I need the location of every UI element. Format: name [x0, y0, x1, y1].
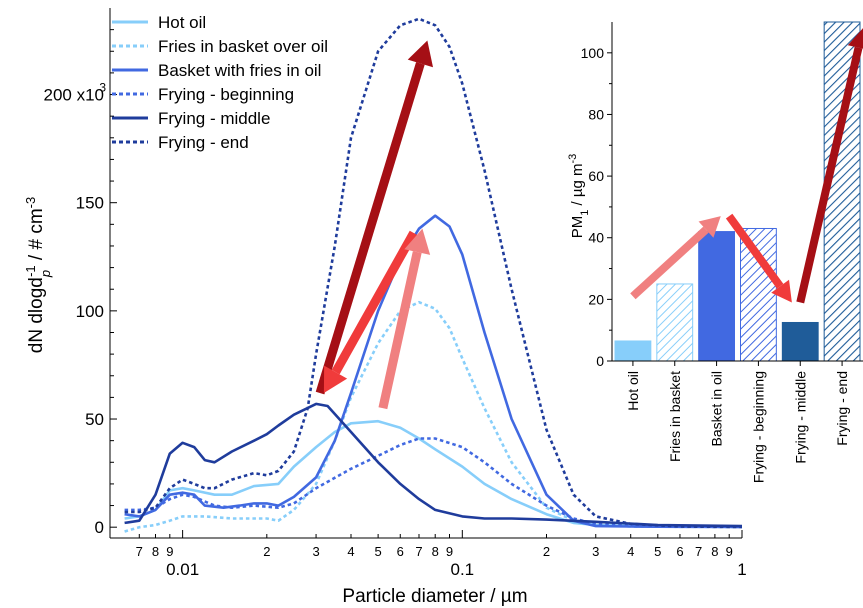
inset-x-tick-label: Fries in basket — [667, 371, 683, 462]
inset-y-axis-label: PM1 / µg m-3 — [567, 154, 591, 239]
series-line-6 — [124, 17, 743, 529]
main-x-minor-tick-label: 6 — [676, 544, 683, 559]
main-y-tick-label: 0 — [95, 518, 104, 537]
main-x-minor-tick-label: 5 — [374, 544, 381, 559]
main-arrow-3-shaft — [378, 251, 422, 410]
legend: Hot oil Fries in basket over oil Basket wi… — [112, 13, 328, 152]
series-line-5 — [124, 402, 743, 528]
inset-x-tick-label: Frying - end — [834, 371, 850, 446]
inset-arrow-2-head — [771, 279, 792, 303]
main-arrow-3 — [378, 228, 431, 410]
inset-bar — [614, 340, 652, 362]
main-arrow-1-shaft — [315, 62, 425, 395]
main-arrow-1 — [315, 40, 434, 395]
main-x-minor-tick-label: 3 — [312, 544, 319, 559]
inset-y-tick-label: 60 — [588, 168, 604, 184]
inset-arrow-3-shaft — [796, 46, 863, 304]
main-x-minor-tick-label: 8 — [152, 544, 159, 559]
main-x-minor-tick-label: 9 — [726, 544, 733, 559]
main-y-tick-label: 50 — [85, 410, 104, 429]
inset-y-tick-label: 0 — [596, 353, 604, 369]
inset-bar — [698, 231, 736, 362]
inset-arrow-3 — [796, 28, 863, 304]
main-x-minor-tick-label: 5 — [654, 544, 661, 559]
main-x-minor-tick-label: 3 — [592, 544, 599, 559]
inset-x-tick-label: Frying - beginning — [750, 371, 766, 483]
series-line-1 — [124, 419, 743, 529]
main-arrow-2-head — [323, 365, 348, 394]
main-x-minor-tick-label: 2 — [263, 544, 270, 559]
main-x-minor-tick-label: 8 — [432, 544, 439, 559]
legend-entry: Frying - beginning — [158, 85, 294, 104]
inset-bar — [781, 321, 819, 362]
legend-entry: Basket with fries in oil — [158, 61, 321, 80]
inset-y-tick-label: 80 — [588, 106, 604, 122]
inset-y-tick-label: 100 — [581, 45, 605, 61]
main-y-tick-exponent: 3 — [99, 81, 106, 95]
inset-arrow-1-shaft — [630, 226, 709, 300]
series-line-4 — [124, 437, 743, 529]
main-x-minor-tick-label: 8 — [711, 544, 718, 559]
inset-arrow-2 — [725, 213, 792, 303]
main-y-tick-label: 100 — [76, 302, 104, 321]
main-x-minor-tick-label: 6 — [397, 544, 404, 559]
inset-axes: 0 20 40 60 80 100 Hot oil Fries in basket Basket… — [581, 22, 863, 483]
inset-arrows — [630, 28, 863, 304]
legend-entry: Hot oil — [158, 13, 206, 32]
main-y-axis-label: dN dlogdp-1 / # cm-3 — [23, 197, 53, 353]
main-x-minor-tick-label: 2 — [543, 544, 550, 559]
inset-arrow-3-head — [847, 28, 863, 49]
main-x-minor-tick-label: 9 — [446, 544, 453, 559]
main-arrow-3-head — [404, 228, 431, 255]
main-x-minor-tick-label: 9 — [166, 544, 173, 559]
inset-arrow-1-head — [698, 216, 721, 238]
inset-x-tick-label: Hot oil — [625, 371, 641, 411]
inset-arrow-1 — [630, 216, 721, 300]
main-arrow-1-head — [407, 40, 434, 68]
legend-entry: Frying - middle — [158, 109, 270, 128]
legend-entry: Frying - end — [158, 133, 249, 152]
series-line-2 — [124, 300, 743, 533]
main-x-minor-tick-label: 4 — [627, 544, 634, 559]
inset-y-tick-label: 20 — [588, 291, 604, 307]
inset-arrow-2-shaft — [725, 213, 784, 289]
main-x-tick-label: 0.1 — [450, 560, 474, 579]
inset-y-tick-label: 40 — [588, 230, 604, 246]
main-x-minor-tick-label: 4 — [347, 544, 354, 559]
main-x-tick-label: 0.01 — [166, 560, 199, 579]
main-x-tick-label: 1 — [737, 560, 746, 579]
main-arrow-2 — [323, 230, 418, 394]
main-x-minor-tick-label: 7 — [695, 544, 702, 559]
inset-x-tick-label: Basket in oil — [709, 371, 725, 446]
main-x-minor-tick-label: 7 — [136, 544, 143, 559]
main-plot-series — [124, 17, 743, 533]
main-y-tick-label: 150 — [76, 194, 104, 213]
legend-entry: Fries in basket over oil — [158, 37, 328, 56]
main-y-tick-label: 200 x10 — [44, 86, 105, 105]
main-x-minor-tick-label: 7 — [415, 544, 422, 559]
inset-bar — [740, 227, 777, 362]
main-x-axis-label: Particle diameter / µm — [342, 586, 527, 607]
inset-bar — [656, 283, 694, 362]
series-line-3 — [124, 214, 743, 529]
main-plot-arrows — [315, 40, 434, 410]
main-arrow-2-shaft — [331, 230, 418, 375]
inset-x-tick-label: Frying - middle — [792, 371, 808, 464]
